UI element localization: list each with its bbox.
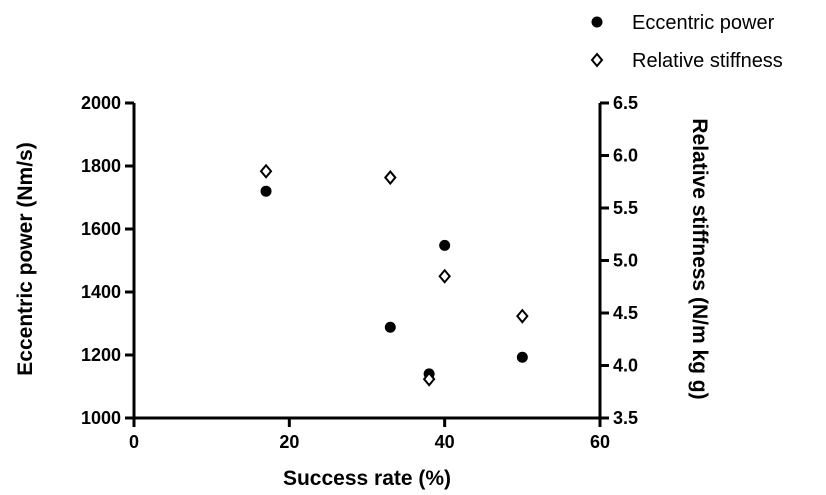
y2-tick-label: 5.0 [613, 251, 638, 271]
y2-axis-title: Relative stiffness (N/m kg g) [688, 118, 711, 399]
x-tick-label: 40 [435, 432, 455, 452]
data-point-eccentric-power [384, 321, 396, 333]
y-axis-title: Eccentric power (Nm/s) [14, 142, 37, 375]
data-point-eccentric-power [516, 351, 528, 363]
y-tick-label: 1600 [81, 219, 121, 239]
legend-marker-relative-stiffness [590, 52, 604, 68]
y2-tick-label: 5.5 [613, 198, 638, 218]
legend: Eccentric power Relative stiffness [590, 12, 783, 72]
legend-label-relative-stiffness: Relative stiffness [632, 50, 783, 72]
data-point-eccentric-power [260, 185, 272, 197]
plot-area: 0 20 40 60 1000 1200 1400 1600 1800 2000 3.5 4.0 4.5… [81, 93, 638, 452]
y-tick-label: 2000 [81, 93, 121, 113]
y2-tick-label: 4.5 [613, 303, 638, 323]
y2-tick-label: 3.5 [613, 408, 638, 428]
data-point-relative-stiffness [422, 371, 436, 387]
data-point-relative-stiffness [516, 308, 529, 324]
data-point-eccentric-power [439, 239, 451, 251]
data-point-relative-stiffness [259, 163, 273, 179]
y-tick-label: 1200 [81, 345, 121, 365]
y-tick-label: 1400 [81, 282, 121, 302]
data-point-relative-stiffness [438, 268, 451, 284]
y-tick-label: 1000 [81, 408, 121, 428]
data-point-relative-stiffness [383, 169, 397, 186]
y2-tick-label: 4.0 [613, 356, 638, 376]
y-tick-label: 1800 [81, 156, 121, 176]
legend-label-eccentric-power: Eccentric power [632, 12, 775, 34]
x-axis-title: Success rate (%) [283, 467, 451, 490]
legend-marker-eccentric-power [591, 16, 603, 28]
x-tick-label: 0 [129, 432, 139, 452]
x-tick-label: 60 [590, 432, 610, 452]
y2-tick-label: 6.5 [613, 93, 638, 113]
x-tick-label: 20 [279, 432, 299, 452]
y2-tick-label: 6.0 [613, 146, 638, 166]
